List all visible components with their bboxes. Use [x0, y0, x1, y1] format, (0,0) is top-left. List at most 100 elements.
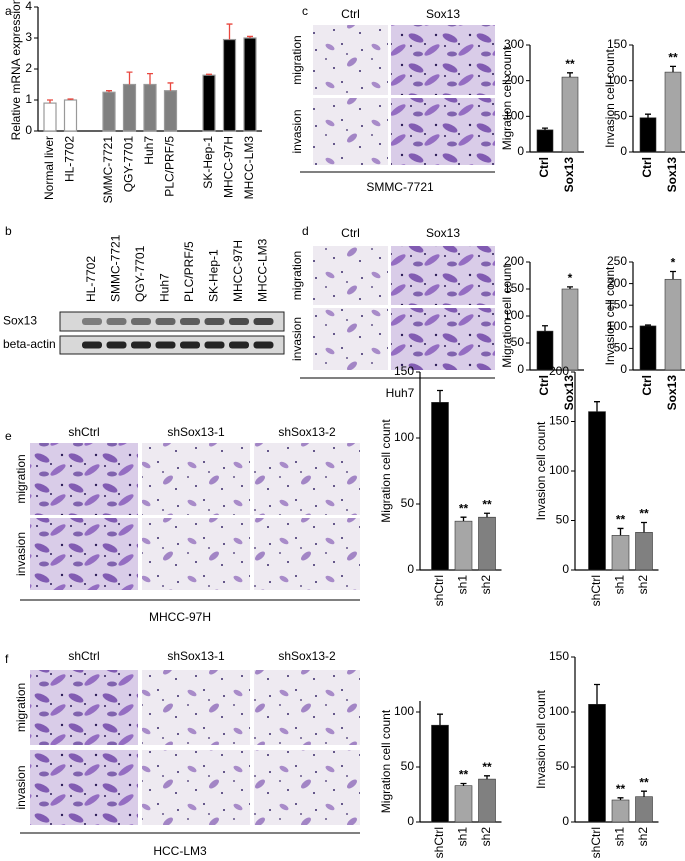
error-bar: [67, 98, 74, 100]
micrograph: [254, 518, 360, 590]
y-tick-label: 150: [549, 414, 569, 428]
x-tick-label: Ctrl: [640, 157, 654, 178]
significance: **: [616, 782, 626, 796]
x-tick-label: sh1: [613, 827, 627, 847]
significance: **: [459, 768, 469, 782]
blot-lane-label: SK-Hep-1: [207, 249, 221, 302]
row-label: invasion: [14, 765, 28, 809]
micrograph: [313, 246, 388, 305]
y-tick-label: 100: [504, 308, 524, 322]
y-tick-label: 1: [25, 92, 32, 106]
micrograph: [313, 308, 388, 370]
error-bar: [437, 389, 443, 403]
x-tick-label: shCtrl: [432, 827, 446, 858]
column-label: Sox13: [426, 226, 460, 240]
micrograph: [30, 750, 138, 825]
micrograph: [142, 670, 250, 745]
column-label: shSox13-1: [167, 425, 225, 439]
x-tick-label: HL-7702: [63, 136, 77, 182]
x-tick-label: shCtrl: [589, 827, 603, 858]
significance: **: [482, 760, 492, 774]
blot-band: [229, 341, 249, 349]
blot-band: [155, 318, 176, 325]
y-tick-label: 250: [607, 254, 627, 268]
bar: [639, 117, 657, 153]
row-label: migration: [14, 683, 28, 732]
blot-band: [180, 318, 200, 325]
micrograph: [142, 750, 250, 825]
x-tick-label: Sox13: [665, 157, 679, 193]
error-bar: [641, 790, 647, 797]
blot-lane-label: PLC/PRF/5: [182, 241, 196, 302]
x-tick-label: Ctrl: [537, 375, 551, 396]
error-bar: [226, 23, 233, 40]
blot-band: [229, 318, 249, 325]
significance: **: [459, 501, 469, 515]
panel-label: f: [5, 652, 9, 666]
x-tick-label: sh2: [636, 827, 650, 847]
panel-label: c: [302, 4, 308, 18]
x-tick-label: QGY-7701: [122, 136, 136, 193]
micrograph: [313, 98, 388, 165]
bar: [561, 76, 579, 153]
panel-label: a: [5, 4, 12, 18]
y-tick-label: 50: [614, 341, 628, 355]
micrograph: [254, 670, 360, 745]
blot-band: [131, 318, 151, 325]
micrograph: [391, 25, 495, 95]
bar: [102, 91, 116, 132]
blot-band: [82, 341, 102, 349]
micrograph: [391, 98, 495, 165]
y-tick-label: 150: [549, 649, 569, 663]
bar: [202, 74, 216, 132]
error-bar: [617, 797, 624, 800]
significance: **: [616, 513, 626, 527]
y-tick-label: 50: [401, 759, 415, 773]
blot-lane-label: SMMC-7721: [109, 234, 123, 302]
x-tick-label: Sox13: [562, 157, 576, 193]
blot-band: [82, 318, 102, 325]
y-tick-label: 0: [517, 144, 524, 158]
y-tick-label: 50: [556, 759, 570, 773]
y-tick-label: 300: [504, 37, 524, 51]
cell-line-label: Huh7: [386, 386, 415, 400]
error-bar: [645, 113, 651, 118]
y-tick-label: 100: [607, 73, 627, 87]
bar: [478, 778, 496, 823]
y-tick-label: 100: [549, 463, 569, 477]
y-tick-label: 3: [25, 30, 32, 44]
significance: **: [565, 57, 575, 71]
micrograph: [391, 246, 495, 305]
bar: [536, 129, 554, 153]
micrograph: [391, 308, 495, 370]
y-tick-label: 0: [562, 562, 569, 576]
blot-lane-label: HL-7702: [84, 256, 98, 302]
column-label: shCtrl: [68, 425, 99, 439]
bar: [639, 325, 657, 371]
blot-lane-label: MHCC-97H: [231, 240, 245, 302]
x-tick-label: Huh7: [142, 136, 156, 165]
blot-band: [155, 341, 176, 349]
blot-lane-label: MHCC-LM3: [256, 238, 270, 302]
column-label: shCtrl: [68, 649, 99, 663]
bar: [243, 37, 257, 132]
bar: [454, 520, 473, 571]
bar: [454, 785, 473, 823]
x-tick-label: shCtrl: [432, 575, 446, 606]
y-tick-label: 0: [407, 562, 414, 576]
y-tick-label: 150: [607, 37, 627, 51]
x-tick-label: shCtrl: [589, 575, 603, 606]
y-tick-label: 50: [614, 109, 628, 123]
x-tick-label: sh2: [479, 575, 493, 595]
bar: [163, 90, 178, 132]
blot-band: [106, 341, 127, 349]
x-tick-label: sh1: [456, 827, 470, 847]
y-tick-label: 200: [504, 254, 524, 268]
x-tick-label: Normal liver: [42, 136, 56, 200]
error-bar: [594, 401, 600, 412]
micrograph: [254, 443, 360, 515]
column-label: shSox13-2: [278, 425, 336, 439]
x-tick-label: MHCC-97H: [222, 136, 236, 198]
y-tick-label: 100: [607, 319, 627, 333]
y-tick-label: 0: [407, 814, 414, 828]
